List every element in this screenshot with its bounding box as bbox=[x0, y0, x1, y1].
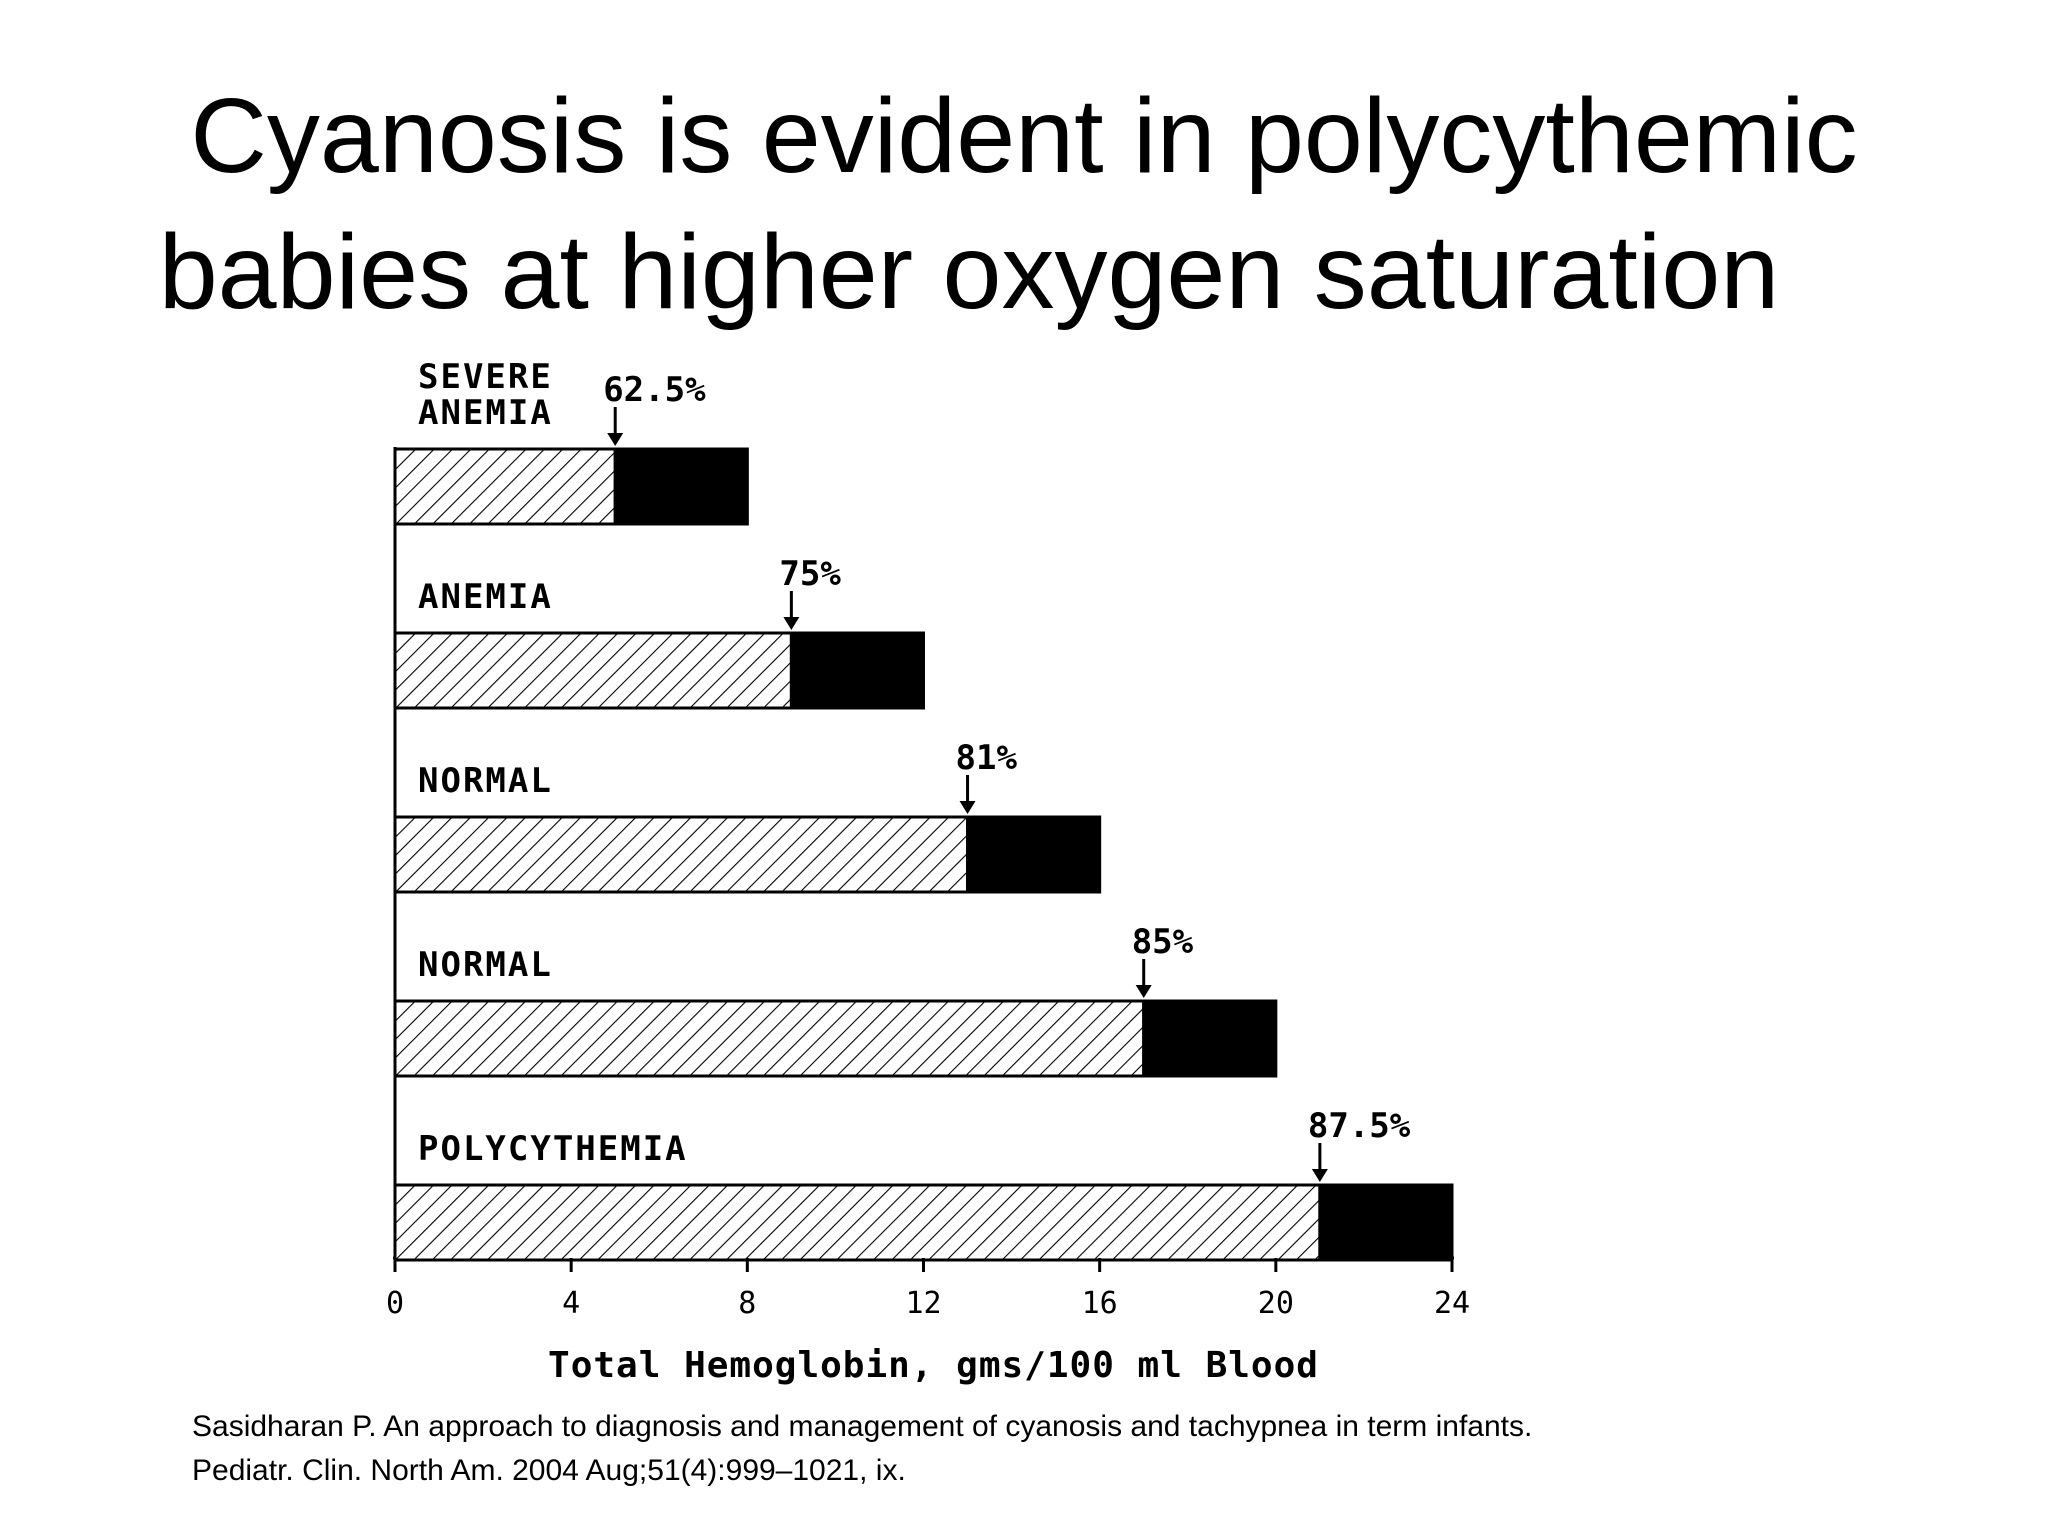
category-label-2: ANEMIA bbox=[418, 577, 553, 617]
saturation-label-5: 87.5% bbox=[1308, 1106, 1411, 1146]
x-tick-label-24: 24 bbox=[1434, 1286, 1470, 1321]
citation-line-2: Pediatr. Clin. North Am. 2004 Aug;51(4):… bbox=[192, 1454, 906, 1487]
saturation-arrow-head-2 bbox=[783, 617, 800, 630]
category-label-4: NORMAL bbox=[418, 945, 553, 985]
slide-title: Cyanosis is evident in polycythemic babi… bbox=[0, 68, 2048, 340]
citation: Sasidharan P. An approach to diagnosis a… bbox=[192, 1405, 1972, 1493]
bar-solid-1 bbox=[613, 447, 749, 526]
bar-hatched-2 bbox=[393, 631, 793, 710]
x-tick-label-16: 16 bbox=[1082, 1286, 1118, 1321]
x-tick-label-4: 4 bbox=[562, 1286, 580, 1321]
citation-line-1: Sasidharan P. An approach to diagnosis a… bbox=[192, 1410, 1533, 1443]
category-label-1-line-2: ANEMIA bbox=[418, 393, 553, 433]
bar-solid-3 bbox=[966, 815, 1102, 894]
saturation-arrow-head-4 bbox=[1135, 985, 1152, 998]
saturation-label-3: 81% bbox=[956, 738, 1018, 778]
slide-title-line-1: Cyanosis is evident in polycythemic bbox=[190, 77, 1858, 195]
category-label-3: NORMAL bbox=[418, 761, 553, 801]
chart-plot-area: SEVEREANEMIA62.5%ANEMIA75%NORMAL81%NORMA… bbox=[386, 357, 1470, 1386]
bar-solid-5 bbox=[1318, 1183, 1454, 1262]
category-label-5: POLYCYTHEMIA bbox=[418, 1129, 688, 1169]
bar-hatched-3 bbox=[393, 815, 970, 894]
x-tick-label-0: 0 bbox=[386, 1286, 404, 1321]
saturation-label-2: 75% bbox=[779, 554, 841, 594]
bar-hatched-4 bbox=[393, 999, 1146, 1078]
saturation-arrow-head-1 bbox=[607, 433, 624, 446]
category-label-1-line-1: SEVERE bbox=[418, 357, 553, 397]
x-axis-label: Total Hemoglobin, gms/100 ml Blood bbox=[548, 1345, 1319, 1386]
saturation-label-1: 62.5% bbox=[603, 370, 706, 410]
bar-solid-2 bbox=[789, 631, 925, 710]
bar-solid-4 bbox=[1142, 999, 1278, 1078]
slide-title-line-2: babies at higher oxygen saturation bbox=[158, 213, 1780, 331]
bar-hatched-1 bbox=[393, 447, 617, 526]
saturation-label-4: 85% bbox=[1132, 922, 1194, 962]
saturation-arrow-head-5 bbox=[1311, 1169, 1328, 1182]
x-tick-label-20: 20 bbox=[1258, 1286, 1294, 1321]
saturation-arrow-head-3 bbox=[959, 801, 976, 814]
bar-hatched-5 bbox=[393, 1183, 1322, 1262]
x-tick-label-8: 8 bbox=[738, 1286, 756, 1321]
x-tick-label-12: 12 bbox=[905, 1286, 941, 1321]
